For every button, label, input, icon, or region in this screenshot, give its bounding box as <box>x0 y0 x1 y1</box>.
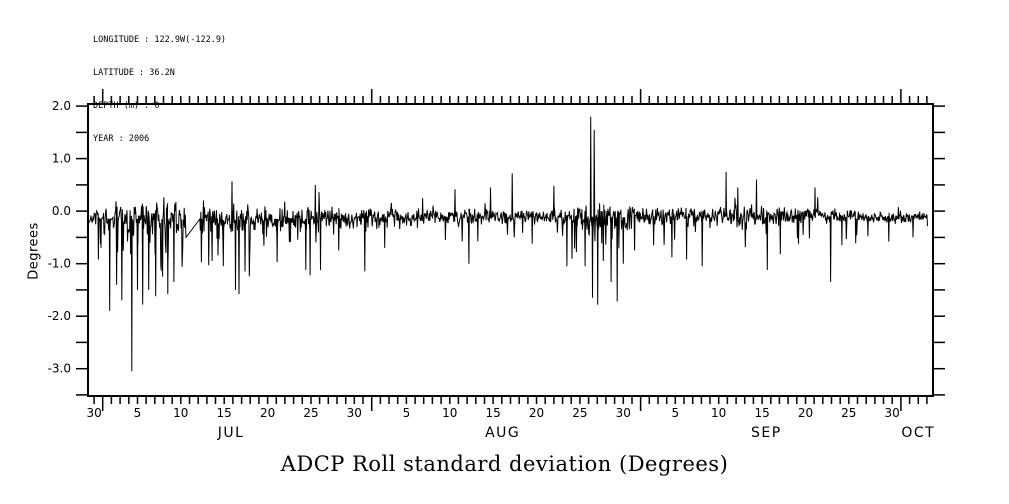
month-labels: JUL AUG SEP OCT <box>217 425 935 441</box>
y-tick-label: -3.0 <box>48 362 71 376</box>
x-tick-label: 30 <box>86 406 101 420</box>
x-tick-label: 20 <box>798 406 813 420</box>
x-tick-label: 25 <box>841 406 856 420</box>
x-tick-label: 5 <box>671 406 679 420</box>
y-tick-label: 1.0 <box>52 152 71 166</box>
y-tick-label: 2.0 <box>52 99 71 113</box>
x-tick-label: 10 <box>442 406 457 420</box>
x-tick-label: 30 <box>885 406 900 420</box>
x-tick-label: 15 <box>485 406 500 420</box>
station-info-year: YEAR : 2006 <box>93 134 150 144</box>
x-tick-label: 25 <box>303 406 318 420</box>
y-tick-label: -1.0 <box>48 257 71 271</box>
x-tick-label: 5 <box>134 406 142 420</box>
x-tick-label: 30 <box>347 406 362 420</box>
x-tick-label: 20 <box>260 406 275 420</box>
station-info-block: LONGITUDE : 122.9W(-122.9) LATITUDE : 36… <box>93 13 226 156</box>
x-tick-label: 5 <box>403 406 411 420</box>
y-axis-ticks: 2.0 1.0 0.0 -1.0 -2.0 -3.0 <box>48 99 945 396</box>
station-info-longitude: LONGITUDE : 122.9W(-122.9) <box>93 35 227 45</box>
y-tick-label: -2.0 <box>48 309 71 323</box>
plot-frame <box>87 103 934 397</box>
x-tick-label: 10 <box>711 406 726 420</box>
data-series-line <box>87 116 928 372</box>
x-tick-label: 25 <box>572 406 587 420</box>
month-label: SEP <box>751 425 782 441</box>
x-tick-label: 15 <box>754 406 769 420</box>
x-tick-labels: 30 5 10 15 20 25 30 5 10 15 20 25 30 5 10 15 20 25 30 <box>86 406 899 420</box>
y-tick-label: 0.0 <box>52 204 71 218</box>
x-tick-label: 20 <box>529 406 544 420</box>
x-tick-label: 15 <box>217 406 232 420</box>
month-label: AUG <box>485 425 520 441</box>
x-axis-ticks <box>93 89 928 411</box>
chart-title: ADCP Roll standard deviation (Degrees) <box>280 452 729 476</box>
station-info-latitude: LATITUDE : 36.2N <box>93 68 175 78</box>
month-label: JUL <box>217 425 245 441</box>
x-tick-label: 10 <box>173 406 188 420</box>
month-label: OCT <box>901 425 935 441</box>
station-info-depth: DEPTH (m) : 0 <box>93 101 160 111</box>
x-tick-label: 30 <box>616 406 631 420</box>
